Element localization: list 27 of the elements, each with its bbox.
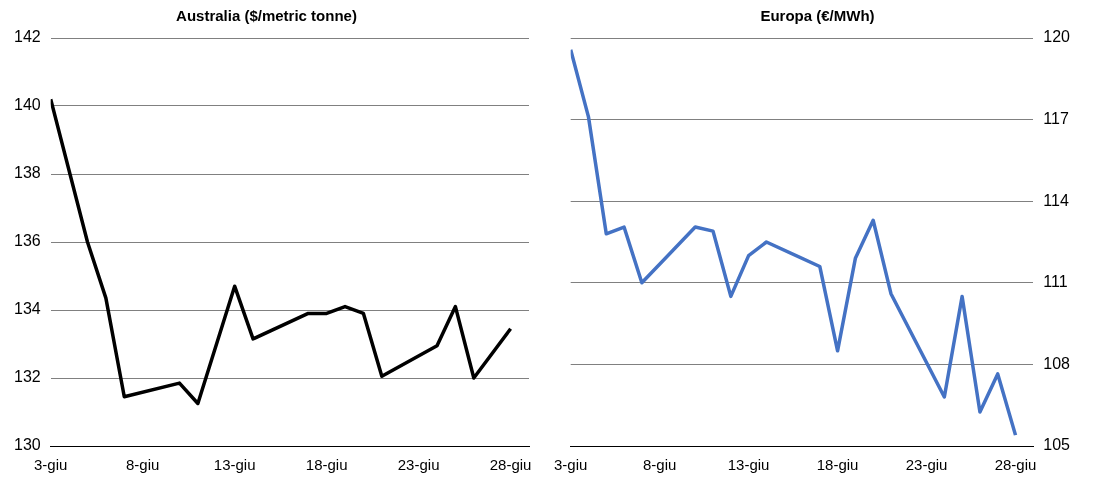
y2-tick-label: 111 <box>1043 273 1068 291</box>
x-tick-label: 13-giu <box>213 456 256 474</box>
y2-tick-label: 120 <box>1043 28 1071 46</box>
y-tick-label: 140 <box>13 96 41 114</box>
x-tick-label: 28-giu <box>994 456 1037 474</box>
y2-tick-label: 108 <box>1043 354 1071 372</box>
y2-tick-label: 105 <box>1043 436 1071 454</box>
y-tick-label: 142 <box>13 28 41 46</box>
x-tick-label: 18-giu <box>816 456 859 474</box>
x-tick-label: 23-giu <box>905 456 948 474</box>
y-tick-label: 138 <box>13 164 41 182</box>
x-tick-label: 23-giu <box>397 456 440 474</box>
y-tick-label: 136 <box>13 232 41 250</box>
y-tick-label: 130 <box>13 436 41 454</box>
x-tick-label: 8-giu <box>126 456 160 474</box>
chart-title: Australia ($/metric tonne) <box>176 7 357 25</box>
x-tick-label: 18-giu <box>305 456 348 474</box>
y2-tick-label: 114 <box>1043 191 1069 209</box>
y2-tick-label: 117 <box>1043 110 1069 128</box>
y-tick-label: 132 <box>13 368 41 386</box>
x-tick-label: 8-giu <box>642 456 677 474</box>
x-tick-label: 28-giu <box>489 456 532 474</box>
x-tick-label: 13-giu <box>727 456 770 474</box>
x-tick-label: 3-giu <box>34 456 68 474</box>
y-tick-label: 134 <box>13 300 41 318</box>
x-tick-label: 3-giu <box>554 456 588 474</box>
chart-title: Europa (€/MWh) <box>760 7 875 25</box>
